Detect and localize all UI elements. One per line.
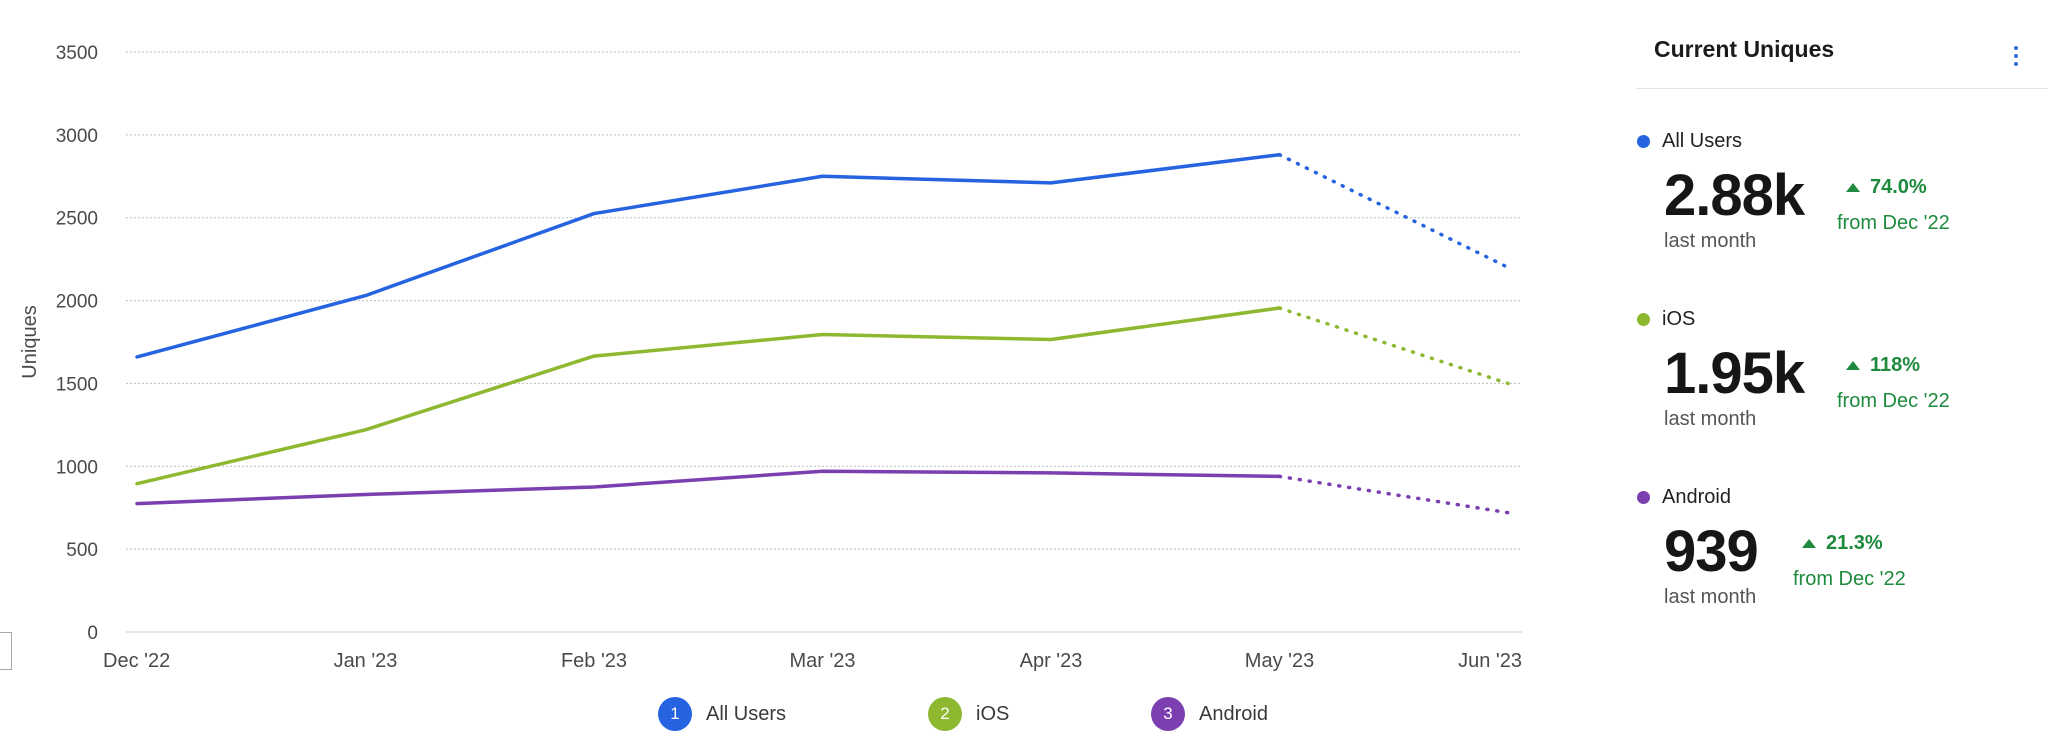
legend-badge-all-users: 1 [658, 697, 692, 731]
series-dot-icon [1637, 135, 1650, 148]
legend-badge-android: 3 [1151, 697, 1185, 731]
legend-label-all-users: All Users [706, 702, 787, 725]
metric-value: 1.95k [1664, 341, 1805, 406]
x-tick-label: Dec '22 [103, 650, 170, 672]
series-projection-all-users [1277, 152, 1510, 270]
series-projection-ios [1277, 306, 1510, 386]
metric-change: 118% [1846, 354, 1920, 377]
metric-android: Android 939 last month 21.3% from Dec '2… [1636, 486, 2048, 636]
metric-name-row: Android [1636, 486, 1731, 509]
metric-change-percent: 21.3% [1826, 532, 1883, 554]
collapsed-panel-handle[interactable] [0, 632, 12, 670]
line-chart: 0 500 1000 1500 2000 2500 3000 3500 Uniques Dec '… [0, 43, 1560, 733]
trend-up-icon [1846, 361, 1860, 370]
y-tick-label: 1500 [56, 374, 98, 395]
metric-name-row: All Users [1636, 130, 1742, 153]
metric-change-baseline: from Dec '22 [1793, 568, 1906, 590]
metric-ios: iOS 1.95k last month 118% from Dec '22 [1636, 308, 2048, 458]
series-line-android [135, 469, 1282, 506]
y-tick-label: 2500 [56, 209, 98, 230]
trend-up-icon [1802, 539, 1816, 548]
chart-svg: 0 500 1000 1500 2000 2500 3000 3500 Uniques Dec '… [19, 43, 1522, 672]
legend-label-ios: iOS [976, 702, 1010, 725]
series-dot-icon [1637, 313, 1650, 326]
legend-label-android: Android [1199, 702, 1268, 725]
trend-up-icon [1846, 183, 1860, 192]
x-tick-label: Jan '23 [334, 650, 398, 672]
legend-item-all-users[interactable]: 1 All Users [658, 697, 786, 731]
series-dot-icon [1637, 491, 1650, 504]
metric-period: last month [1664, 408, 1757, 430]
x-tick-label: Apr '23 [1020, 650, 1083, 672]
metric-value: 939 [1664, 519, 1759, 584]
metric-value: 2.88k [1664, 163, 1805, 228]
metric-change-baseline: from Dec '22 [1837, 212, 1950, 234]
metric-name: iOS [1662, 308, 1696, 330]
series-line-all-users [135, 152, 1282, 359]
metric-change-percent: 118% [1870, 354, 1921, 376]
metric-period: last month [1664, 230, 1757, 252]
metric-change-baseline: from Dec '22 [1837, 390, 1950, 412]
x-tick-label: Feb '23 [561, 650, 627, 672]
metric-all-users: All Users 2.88k last month 74.0% from De… [1636, 130, 2048, 280]
series-line-ios [135, 306, 1282, 486]
kebab-vertical-icon[interactable] [2006, 42, 2026, 70]
chart-legend: 1 All Users 2 iOS 3 Android [0, 697, 1560, 733]
current-uniques-panel: Current Uniques All Users 2.88k last mon… [1636, 0, 2048, 747]
legend-item-android[interactable]: 3 Android [1151, 697, 1268, 731]
y-tick-label: 3500 [56, 43, 98, 64]
metric-period: last month [1664, 586, 1757, 608]
y-tick-label: 1000 [56, 457, 98, 478]
x-tick-label: Jun '23 [1458, 650, 1522, 672]
y-axis-label: Uniques [19, 305, 41, 378]
y-tick-label: 0 [87, 623, 98, 644]
metric-change-percent: 74.0% [1870, 176, 1927, 198]
metric-change: 74.0% [1846, 176, 1927, 199]
y-tick-label: 2000 [56, 292, 98, 313]
metric-name: Android [1662, 486, 1731, 508]
y-tick-label: 3000 [56, 126, 98, 147]
metric-name-row: iOS [1636, 308, 1695, 331]
x-tick-label: Mar '23 [789, 650, 855, 672]
metric-name: All Users [1662, 130, 1743, 152]
metric-change: 21.3% [1802, 532, 1883, 555]
x-tick-label: May '23 [1245, 650, 1314, 672]
legend-item-ios[interactable]: 2 iOS [928, 697, 1009, 731]
panel-title: Current Uniques [1654, 36, 1835, 62]
legend-badge-ios: 2 [928, 697, 962, 731]
panel-header: Current Uniques [1636, 24, 2048, 89]
series-projection-android [1277, 474, 1510, 515]
y-tick-label: 500 [66, 540, 98, 561]
